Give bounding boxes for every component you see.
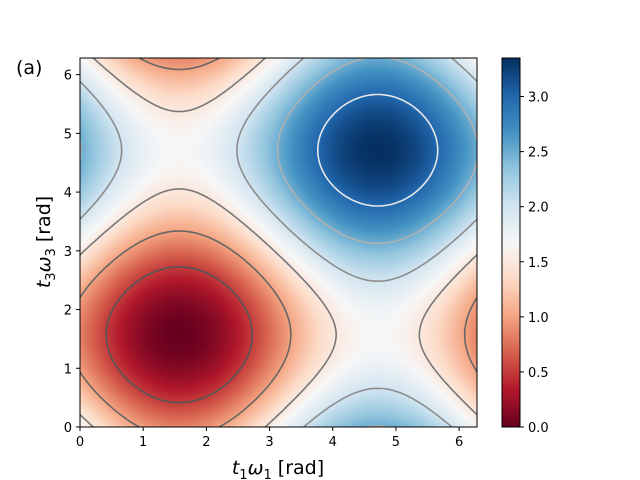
contour-level-1: [79, 57, 478, 428]
y-axis-ticks: 0 1 2 3 4 5 6: [64, 69, 80, 436]
colorbar-tick-label: 0.0: [528, 421, 549, 436]
contour-level-1.5: [79, 57, 478, 428]
colorbar-frame: [501, 57, 521, 428]
x-tick-label: 0: [76, 435, 84, 450]
y-tick-label: 4: [64, 186, 72, 201]
heatmap-plot: [79, 57, 478, 428]
x-tick-label: 1: [139, 435, 147, 450]
contour-level-2: [79, 57, 478, 428]
colorbar-ticks: 0.0 0.5 1.0 1.5 2.0 2.5 3.0: [520, 91, 549, 436]
y-tick-label: 1: [64, 362, 72, 377]
x-axis-label: t1ω1 [rad]: [232, 457, 324, 480]
x-tick-label: 5: [392, 435, 400, 450]
colorbar-tick-label: 1.0: [528, 311, 549, 326]
x-tick-label: 3: [265, 435, 273, 450]
y-tick-label: 2: [64, 304, 72, 319]
y-tick-label: 5: [64, 127, 72, 142]
plot-frame: [79, 57, 478, 428]
y-tick-label: 0: [64, 421, 72, 436]
colorbar: 0.0 0.5 1.0 1.5 2.0 2.5 3.0: [501, 57, 549, 436]
x-tick-label: 4: [329, 435, 337, 450]
x-tick-label: 6: [455, 435, 463, 450]
colorbar-tick-label: 1.5: [528, 256, 549, 271]
contour-level-3: [317, 93, 439, 207]
y-tick-label: 6: [64, 69, 72, 84]
x-tick-label: 2: [202, 435, 210, 450]
colorbar-tick-label: 0.5: [528, 366, 549, 381]
colorbar-tick-label: 3.0: [528, 91, 549, 106]
contour-level-0.5: [105, 266, 254, 404]
y-tick-label: 3: [64, 245, 72, 260]
x-axis-ticks: 0 1 2 3 4 5 6: [76, 427, 463, 450]
colorbar-tick-label: 2.5: [528, 146, 549, 161]
panel-label: (a): [16, 57, 42, 79]
colorbar-tick-label: 2.0: [528, 201, 549, 216]
colorbar-gradient: [502, 58, 520, 427]
heatmap-image: [80, 58, 477, 427]
contour-lines: [79, 57, 478, 428]
y-axis-label: t3ω3 [rad]: [33, 196, 59, 288]
